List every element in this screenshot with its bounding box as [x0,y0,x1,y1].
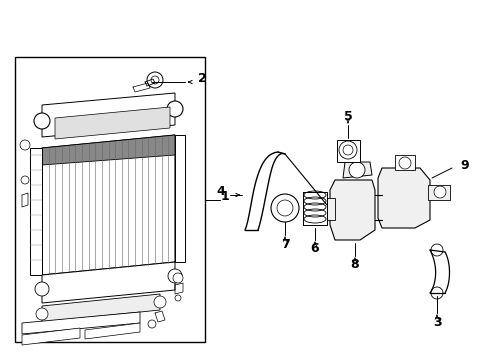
Circle shape [35,282,49,296]
Polygon shape [329,180,374,240]
Polygon shape [55,107,170,139]
Circle shape [151,76,159,84]
Polygon shape [42,135,175,165]
Text: 8: 8 [350,258,359,271]
Polygon shape [42,262,175,303]
Circle shape [430,244,442,256]
Circle shape [348,162,364,178]
Text: 1: 1 [220,189,229,202]
Circle shape [36,308,48,320]
Polygon shape [175,135,184,262]
Polygon shape [336,140,359,162]
Circle shape [342,145,352,155]
Circle shape [34,113,50,129]
Circle shape [433,186,445,198]
Circle shape [173,273,183,283]
Polygon shape [42,294,160,322]
Circle shape [20,140,30,150]
Text: 2: 2 [197,72,206,85]
Circle shape [154,296,165,308]
Polygon shape [394,155,414,170]
Polygon shape [377,168,429,228]
Polygon shape [326,198,334,220]
Text: 3: 3 [432,316,440,329]
Bar [15,57,204,342]
Circle shape [270,194,298,222]
Text: 4: 4 [216,185,224,198]
Text: 6: 6 [310,243,319,256]
Circle shape [21,176,29,184]
Text: 7: 7 [280,238,289,251]
Text: 5: 5 [343,109,352,122]
Polygon shape [342,162,371,178]
Polygon shape [427,185,449,200]
Polygon shape [22,328,80,345]
Polygon shape [42,135,175,275]
Circle shape [148,320,156,328]
Circle shape [398,157,410,169]
Polygon shape [30,148,42,275]
Polygon shape [22,312,140,334]
Polygon shape [42,93,175,137]
Circle shape [175,295,181,301]
Circle shape [430,287,442,299]
Text: 9: 9 [459,158,468,171]
Circle shape [167,101,183,117]
Circle shape [276,200,292,216]
Polygon shape [85,323,140,339]
Circle shape [168,269,182,283]
